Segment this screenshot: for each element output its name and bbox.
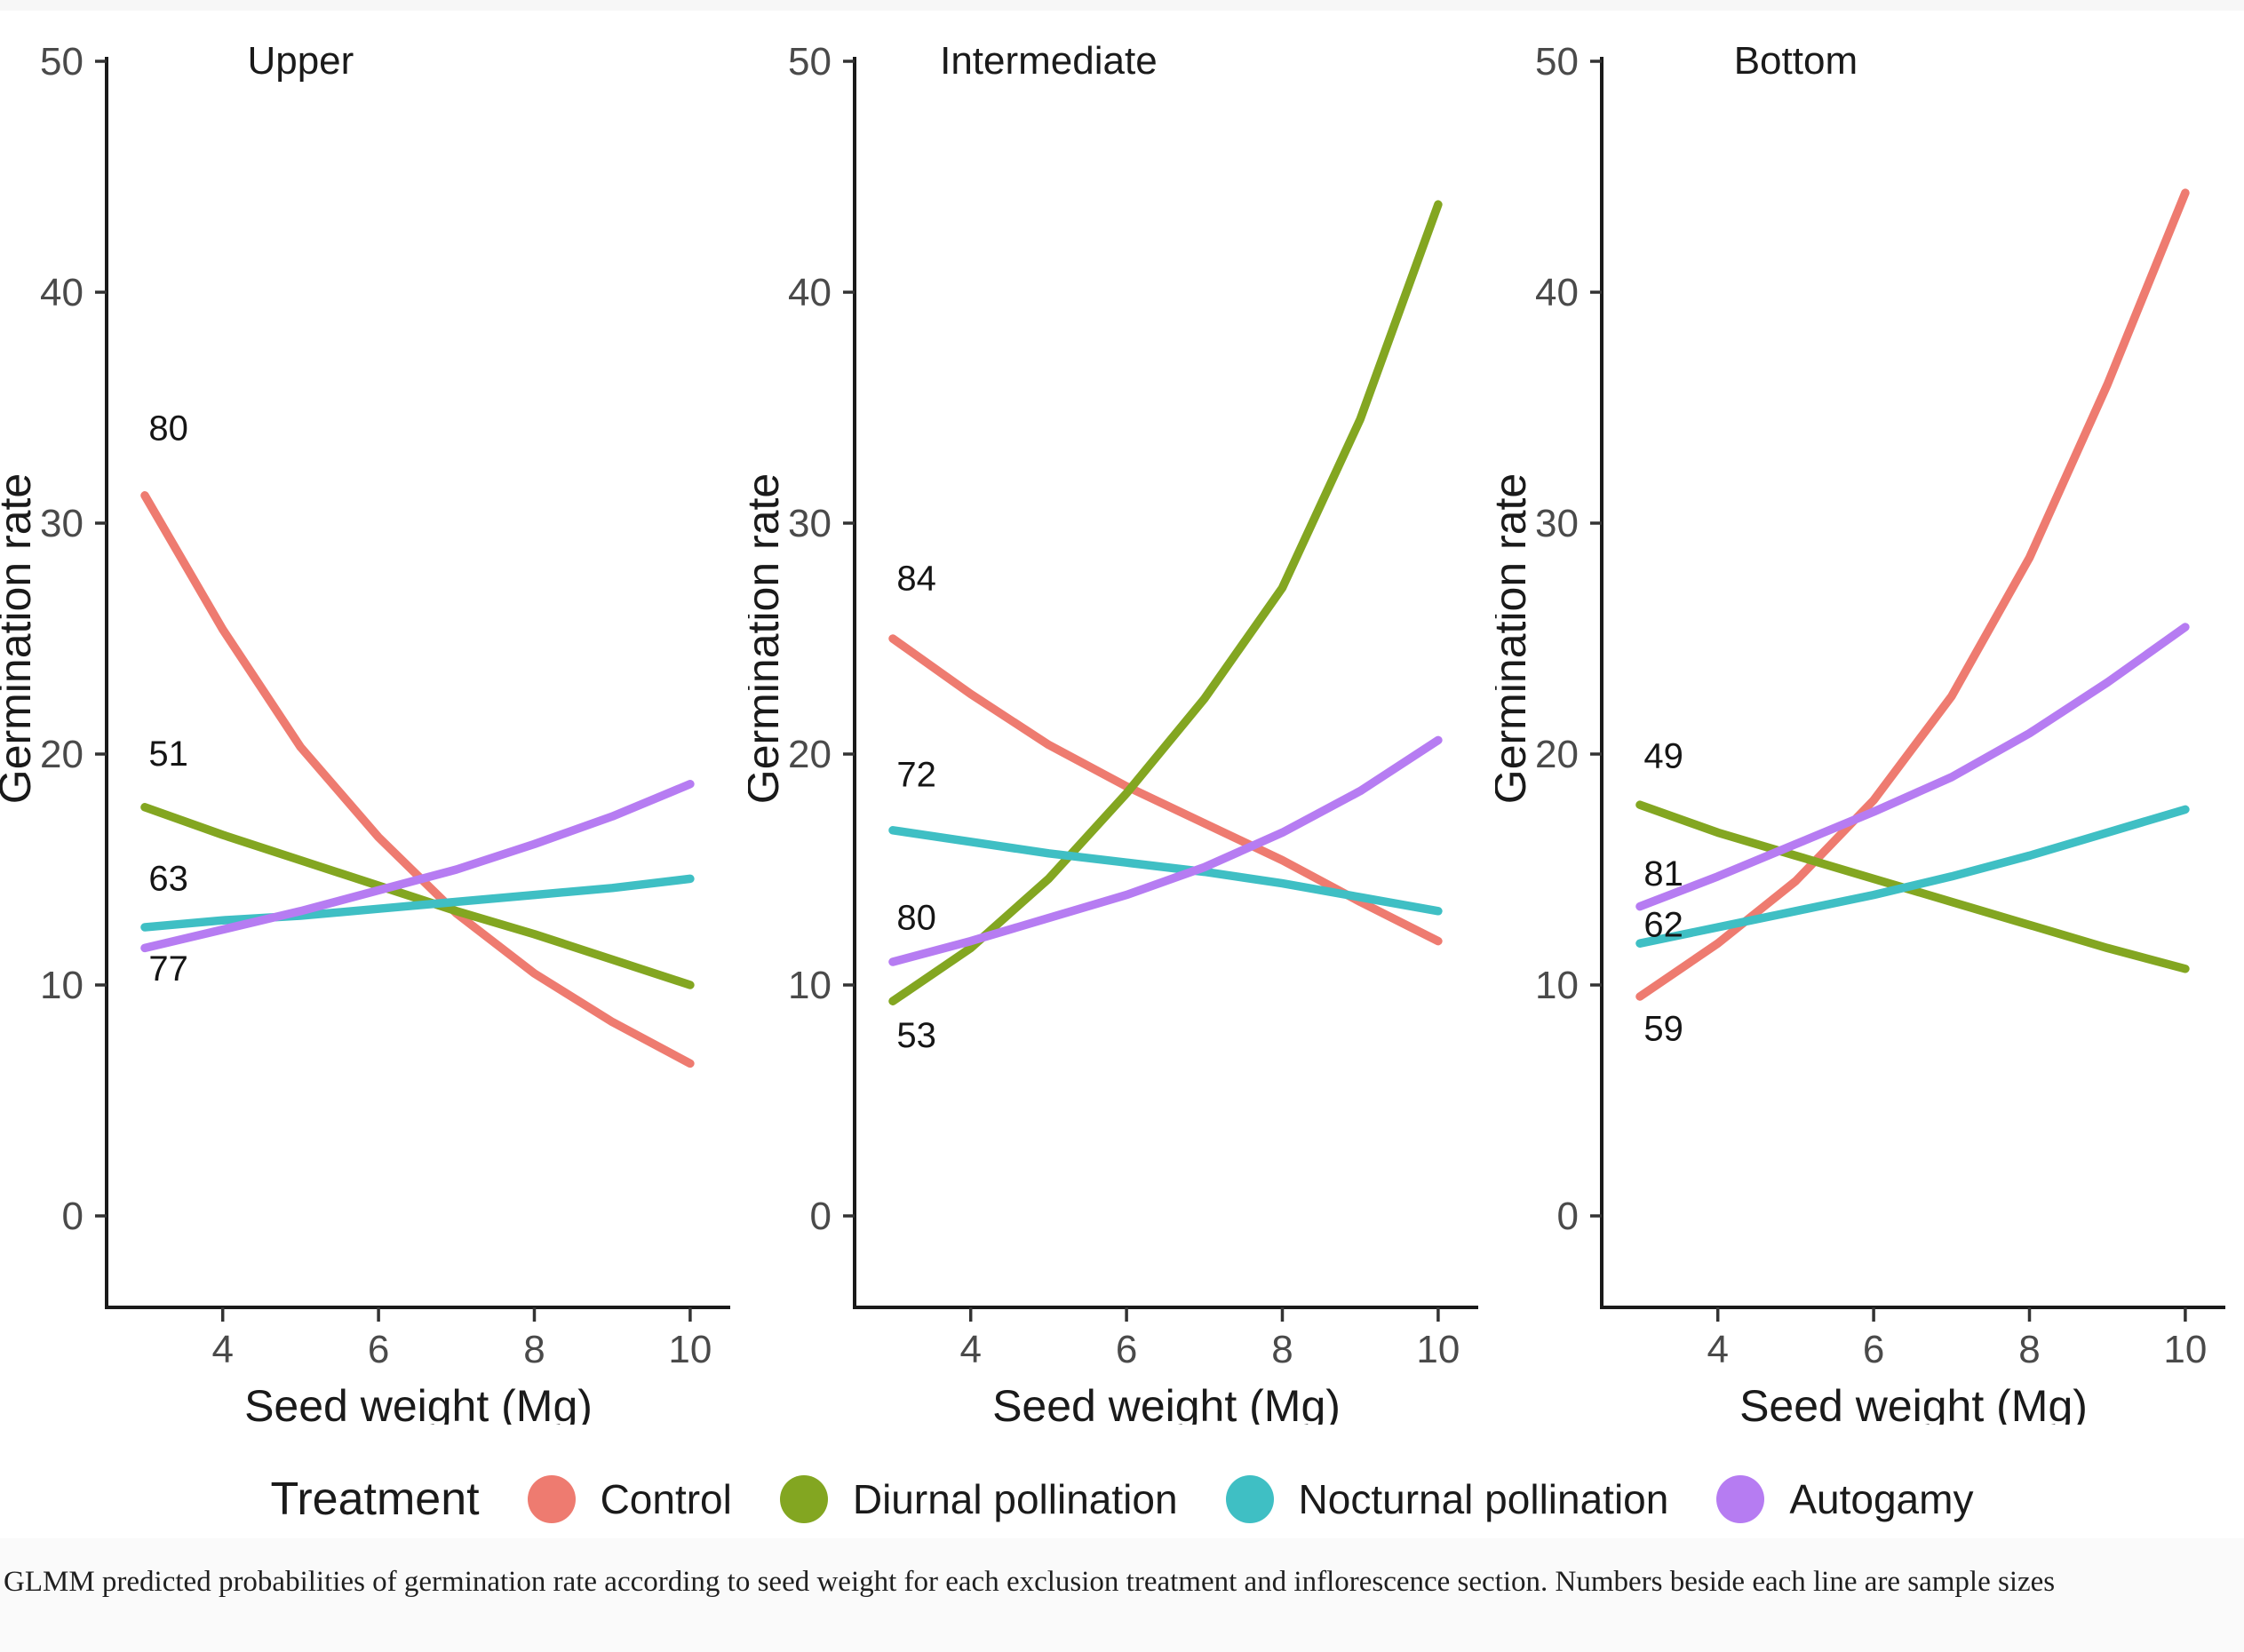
sample-size-label: 53 — [896, 1016, 936, 1055]
facet-panel-upper: 0 10 20 30 40 50 4 6 8 10 Germination rate Seed wei… — [0, 37, 730, 1425]
autogamy-color-dot-icon — [1716, 1475, 1765, 1523]
y-tick-label: 40 — [40, 271, 84, 314]
facet-title: Bottom — [1734, 39, 1858, 83]
y-tick-label: 10 — [40, 964, 84, 1007]
x-tick-label: 8 — [523, 1328, 545, 1371]
faceted-line-chart: 0 10 20 30 40 50 4 6 8 10 Germination rate Seed wei… — [0, 11, 2244, 1458]
chart-legend: Treatment Control Diurnal pollination No… — [0, 1458, 2244, 1540]
figure-caption: GLMM predicted probabilities of germinat… — [4, 1566, 2056, 1598]
series-line-control — [1635, 188, 2190, 1001]
axis-title-y: Germination rate — [748, 473, 788, 804]
facet-title: Intermediate — [940, 39, 1158, 83]
nocturnal-color-dot-icon — [1225, 1475, 1274, 1523]
facet-panel-bottom: 0 10 20 30 40 50 4 6 8 10 Germination rate Seed wei… — [1495, 37, 2225, 1425]
page-background-strip — [0, 0, 2244, 11]
x-tick-label: 4 — [211, 1328, 233, 1371]
sample-size-label: 49 — [1643, 737, 1683, 776]
y-tick-label: 10 — [1535, 964, 1579, 1007]
x-tick-label: 10 — [2163, 1328, 2207, 1371]
x-tick-label: 8 — [1271, 1328, 1293, 1371]
y-tick-label: 20 — [40, 733, 84, 776]
sample-size-label: 51 — [148, 735, 188, 774]
series-line-nocturnal-pollination — [1635, 805, 2190, 948]
y-tick-label: 40 — [1535, 271, 1579, 314]
x-tick-label: 10 — [1416, 1328, 1460, 1371]
facet-plot-svg: 0 10 20 30 40 50 4 6 8 10 Germination rate Seed wei… — [1495, 39, 2225, 1425]
y-tick-label: 10 — [788, 964, 832, 1007]
axis-title-y: Germination rate — [1495, 473, 1535, 804]
axis-title-x: Seed weight (Mg) — [1739, 1381, 2088, 1425]
y-tick-label: 20 — [788, 733, 832, 776]
sample-size-label: 62 — [1643, 905, 1683, 944]
x-tick-label: 6 — [1116, 1328, 1137, 1371]
legend-item-control: Control — [527, 1475, 732, 1523]
axis-title-x: Seed weight (Mg) — [244, 1381, 593, 1425]
series-line-nocturnal-pollination — [888, 826, 1443, 916]
x-tick-label: 8 — [2018, 1328, 2040, 1371]
x-tick-label: 4 — [1707, 1328, 1728, 1371]
y-tick-label: 30 — [40, 502, 84, 545]
axis-title-y: Germination rate — [0, 473, 40, 804]
y-tick-label: 50 — [788, 40, 832, 83]
y-tick-label: 20 — [1535, 733, 1579, 776]
y-tick-label: 30 — [788, 502, 832, 545]
y-tick-label: 0 — [1557, 1195, 1579, 1238]
legend-item-nocturnal-pollination: Nocturnal pollination — [1225, 1475, 1669, 1523]
legend-title: Treatment — [270, 1473, 480, 1525]
series-line-autogamy — [888, 735, 1443, 966]
x-tick-label: 4 — [959, 1328, 981, 1371]
series-line-autogamy — [140, 780, 695, 953]
x-tick-label: 6 — [1863, 1328, 1884, 1371]
facet-plot-svg: 0 10 20 30 40 50 4 6 8 10 Germination rate Seed wei… — [0, 39, 730, 1425]
legend-label: Control — [600, 1476, 732, 1522]
sample-size-label: 84 — [896, 559, 936, 598]
axis-title-x: Seed weight (Mg) — [992, 1381, 1341, 1425]
legend-item-diurnal-pollination: Diurnal pollination — [779, 1475, 1178, 1523]
y-tick-label: 0 — [810, 1195, 832, 1238]
y-tick-label: 0 — [62, 1195, 84, 1238]
legend-label: Nocturnal pollination — [1298, 1476, 1669, 1522]
sample-size-label: 77 — [148, 949, 188, 989]
series-line-nocturnal-pollination — [140, 874, 695, 932]
series-line-autogamy — [1635, 623, 2190, 911]
diurnal-color-dot-icon — [779, 1475, 828, 1523]
y-tick-label: 30 — [1535, 502, 1579, 545]
series-line-diurnal-pollination — [1635, 800, 2190, 973]
sample-size-label: 81 — [1643, 854, 1683, 894]
y-tick-label: 50 — [1535, 40, 1579, 83]
facet-title: Upper — [247, 39, 354, 83]
series-line-control — [140, 491, 695, 1068]
facet-panel-intermediate: 0 10 20 30 40 50 4 6 8 10 Germination rate Seed wei… — [748, 37, 1478, 1425]
series-line-diurnal-pollination — [140, 803, 695, 989]
y-tick-label: 50 — [40, 40, 84, 83]
facet-plot-svg: 0 10 20 30 40 50 4 6 8 10 Germination rate Seed wei… — [748, 39, 1478, 1425]
x-tick-label: 6 — [368, 1328, 389, 1371]
legend-label: Autogamy — [1789, 1476, 1974, 1522]
sample-size-label: 63 — [148, 859, 188, 898]
x-tick-label: 10 — [668, 1328, 712, 1371]
sample-size-label: 59 — [1643, 1009, 1683, 1048]
legend-label: Diurnal pollination — [852, 1476, 1178, 1522]
control-color-dot-icon — [527, 1475, 576, 1523]
figure-caption-area: GLMM predicted probabilities of germinat… — [0, 1538, 2244, 1652]
sample-size-label: 80 — [896, 899, 936, 938]
sample-size-label: 72 — [896, 755, 936, 794]
y-tick-label: 40 — [788, 271, 832, 314]
legend-item-autogamy: Autogamy — [1716, 1475, 1973, 1523]
sample-size-label: 80 — [148, 409, 188, 448]
